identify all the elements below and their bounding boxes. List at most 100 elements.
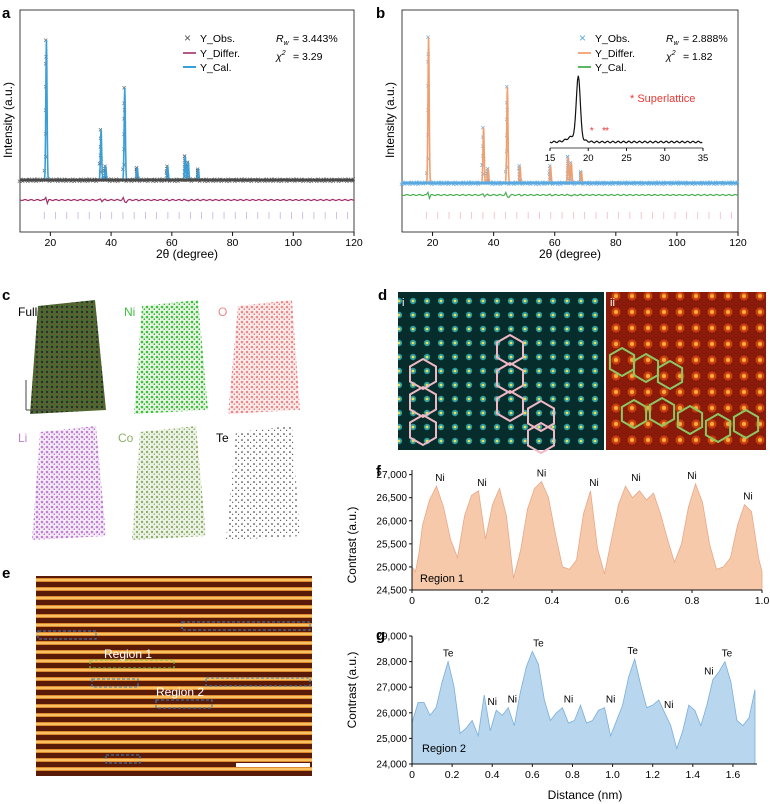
y-tick-label: 24,000 (376, 760, 407, 771)
obs-marker: × (344, 177, 349, 186)
x-tick-label: 0.2 (475, 595, 490, 607)
y-axis-label: Intensity (a.u.) (383, 82, 397, 158)
xrd-plot-a: × × ×××× × × × × ××××× ×××××× × × ××××××××× × × × × × × × ×… (17, 36, 356, 219)
hexagon-pink (527, 421, 555, 455)
y-tick-label: 28,000 (376, 657, 407, 668)
x-ticks: 20 40 60 80 100 120 (45, 232, 363, 249)
obs-marker: × (189, 177, 194, 186)
obs-marker: × (512, 180, 517, 189)
x-tick-label: 1.6 (726, 769, 741, 781)
x-tick-label: 60 (549, 237, 561, 249)
tip-volume (30, 300, 106, 414)
stem-image-ii (606, 292, 766, 450)
peak-label: Ni (477, 478, 486, 489)
legend-obs: Y_Obs. (200, 33, 235, 45)
panel-a: a × × ×××× × × × × ××××× ×××××× × × ××××××××× × × × × × ×… (1, 5, 363, 261)
x-tick-label: 20 (427, 237, 439, 249)
obs-marker: × (107, 177, 112, 186)
obs-marker: × (594, 180, 599, 189)
dashed-box (155, 699, 213, 709)
inset-tick-label: 35 (698, 153, 709, 164)
obs-marker: × (34, 177, 39, 186)
x-tick-label: 1.0 (605, 769, 620, 781)
peak-label: Te (722, 649, 733, 660)
dashed-boxes (37, 621, 311, 764)
peak-label: Ni (606, 695, 615, 706)
fit-statistics: Rw = 2.888% χ2 = 1.82 (665, 33, 728, 63)
hexagon-pink (409, 357, 437, 391)
hexagon-pink (527, 399, 555, 433)
legend-diff: Y_Differ. (595, 48, 635, 60)
inset-line (549, 75, 703, 144)
plot-frame (19, 9, 355, 233)
obs-marker: × (715, 180, 720, 189)
peak-label: Ni (687, 471, 696, 482)
panel-letter: d (378, 287, 387, 304)
inset-tick-label: 20 (583, 153, 594, 164)
peak-label: Ni (631, 473, 640, 484)
obs-marker: × (476, 180, 481, 189)
obs-marker: × (399, 180, 404, 189)
obs-marker: × (249, 177, 254, 186)
hexagon-pink (496, 333, 524, 367)
obs-marker: × (336, 177, 341, 186)
obs-marker: × (490, 180, 495, 189)
obs-marker: × (624, 180, 629, 189)
obs-marker: × (137, 177, 142, 186)
hexagon-green (648, 396, 676, 428)
x-axis-label: Distance (nm) (548, 788, 623, 802)
x-tick-label: 120 (729, 237, 747, 249)
obs-marker: × (602, 180, 607, 189)
obs-marker: × (654, 180, 659, 189)
dashed-box (91, 678, 139, 688)
x-tick-label: 0.6 (525, 769, 540, 781)
obs-marker: × (685, 180, 690, 189)
y-tick-label: 27,000 (376, 470, 407, 481)
dashed-box (205, 677, 311, 687)
panel-e: e Region 1 Region 2 (2, 565, 312, 776)
panel-c: c Full Ni O Li Co Te (2, 287, 300, 540)
dashed-box (181, 621, 311, 631)
region-label: Region 1 (420, 573, 464, 585)
atom-map-co: Co (118, 426, 206, 540)
x-axis-label: 2θ (degree) (156, 247, 218, 261)
dashed-box (105, 754, 141, 764)
map-label: Te (216, 431, 229, 445)
obs-marker: × (331, 177, 336, 186)
obs-marker: × (197, 177, 202, 186)
obs-marker: × (498, 180, 503, 189)
x-tick-label: 0.2 (445, 769, 460, 781)
obs-marker: × (271, 177, 276, 186)
panel-letter: a (2, 5, 11, 22)
x-tick-label: 40 (488, 237, 500, 249)
region-label: Region 2 (156, 685, 204, 699)
inset-tick-label: 30 (659, 153, 670, 164)
map-label: Li (18, 431, 27, 445)
obs-marker: × (572, 180, 577, 189)
y-axis-label: Intensity (a.u.) (1, 82, 15, 158)
atom-map-ni: Ni (124, 300, 208, 414)
obs-marker: × (676, 180, 681, 189)
y-axis-label: Contrast (a.u.) (345, 652, 359, 729)
obs-marker: × (429, 180, 434, 189)
x-tick-label: 80 (610, 237, 622, 249)
x-axis-label: 2θ (degree) (539, 247, 601, 261)
atom-map-o: O (218, 300, 300, 414)
tip-volume (226, 426, 300, 540)
map-label: Co (118, 431, 134, 445)
hexagon-green (704, 412, 732, 444)
obs-marker: × (293, 177, 298, 186)
obs-marker: × (47, 177, 52, 186)
panel-f: f Contrast (a.u.) 27,000 26,500 26,000 25,5… (345, 463, 769, 607)
obs-marker: × (314, 177, 319, 186)
obs-marker: × (698, 180, 703, 189)
map-label: Full (18, 305, 37, 319)
subpanel-label: ii (610, 297, 615, 309)
y-tick-label: 25,000 (376, 562, 407, 573)
hexagon-green (632, 352, 660, 384)
x-tick-label: 120 (345, 237, 363, 249)
obs-marker: × (438, 180, 443, 189)
chi-value: = 1.82 (683, 51, 713, 63)
chi-symbol: χ2 (275, 50, 286, 63)
